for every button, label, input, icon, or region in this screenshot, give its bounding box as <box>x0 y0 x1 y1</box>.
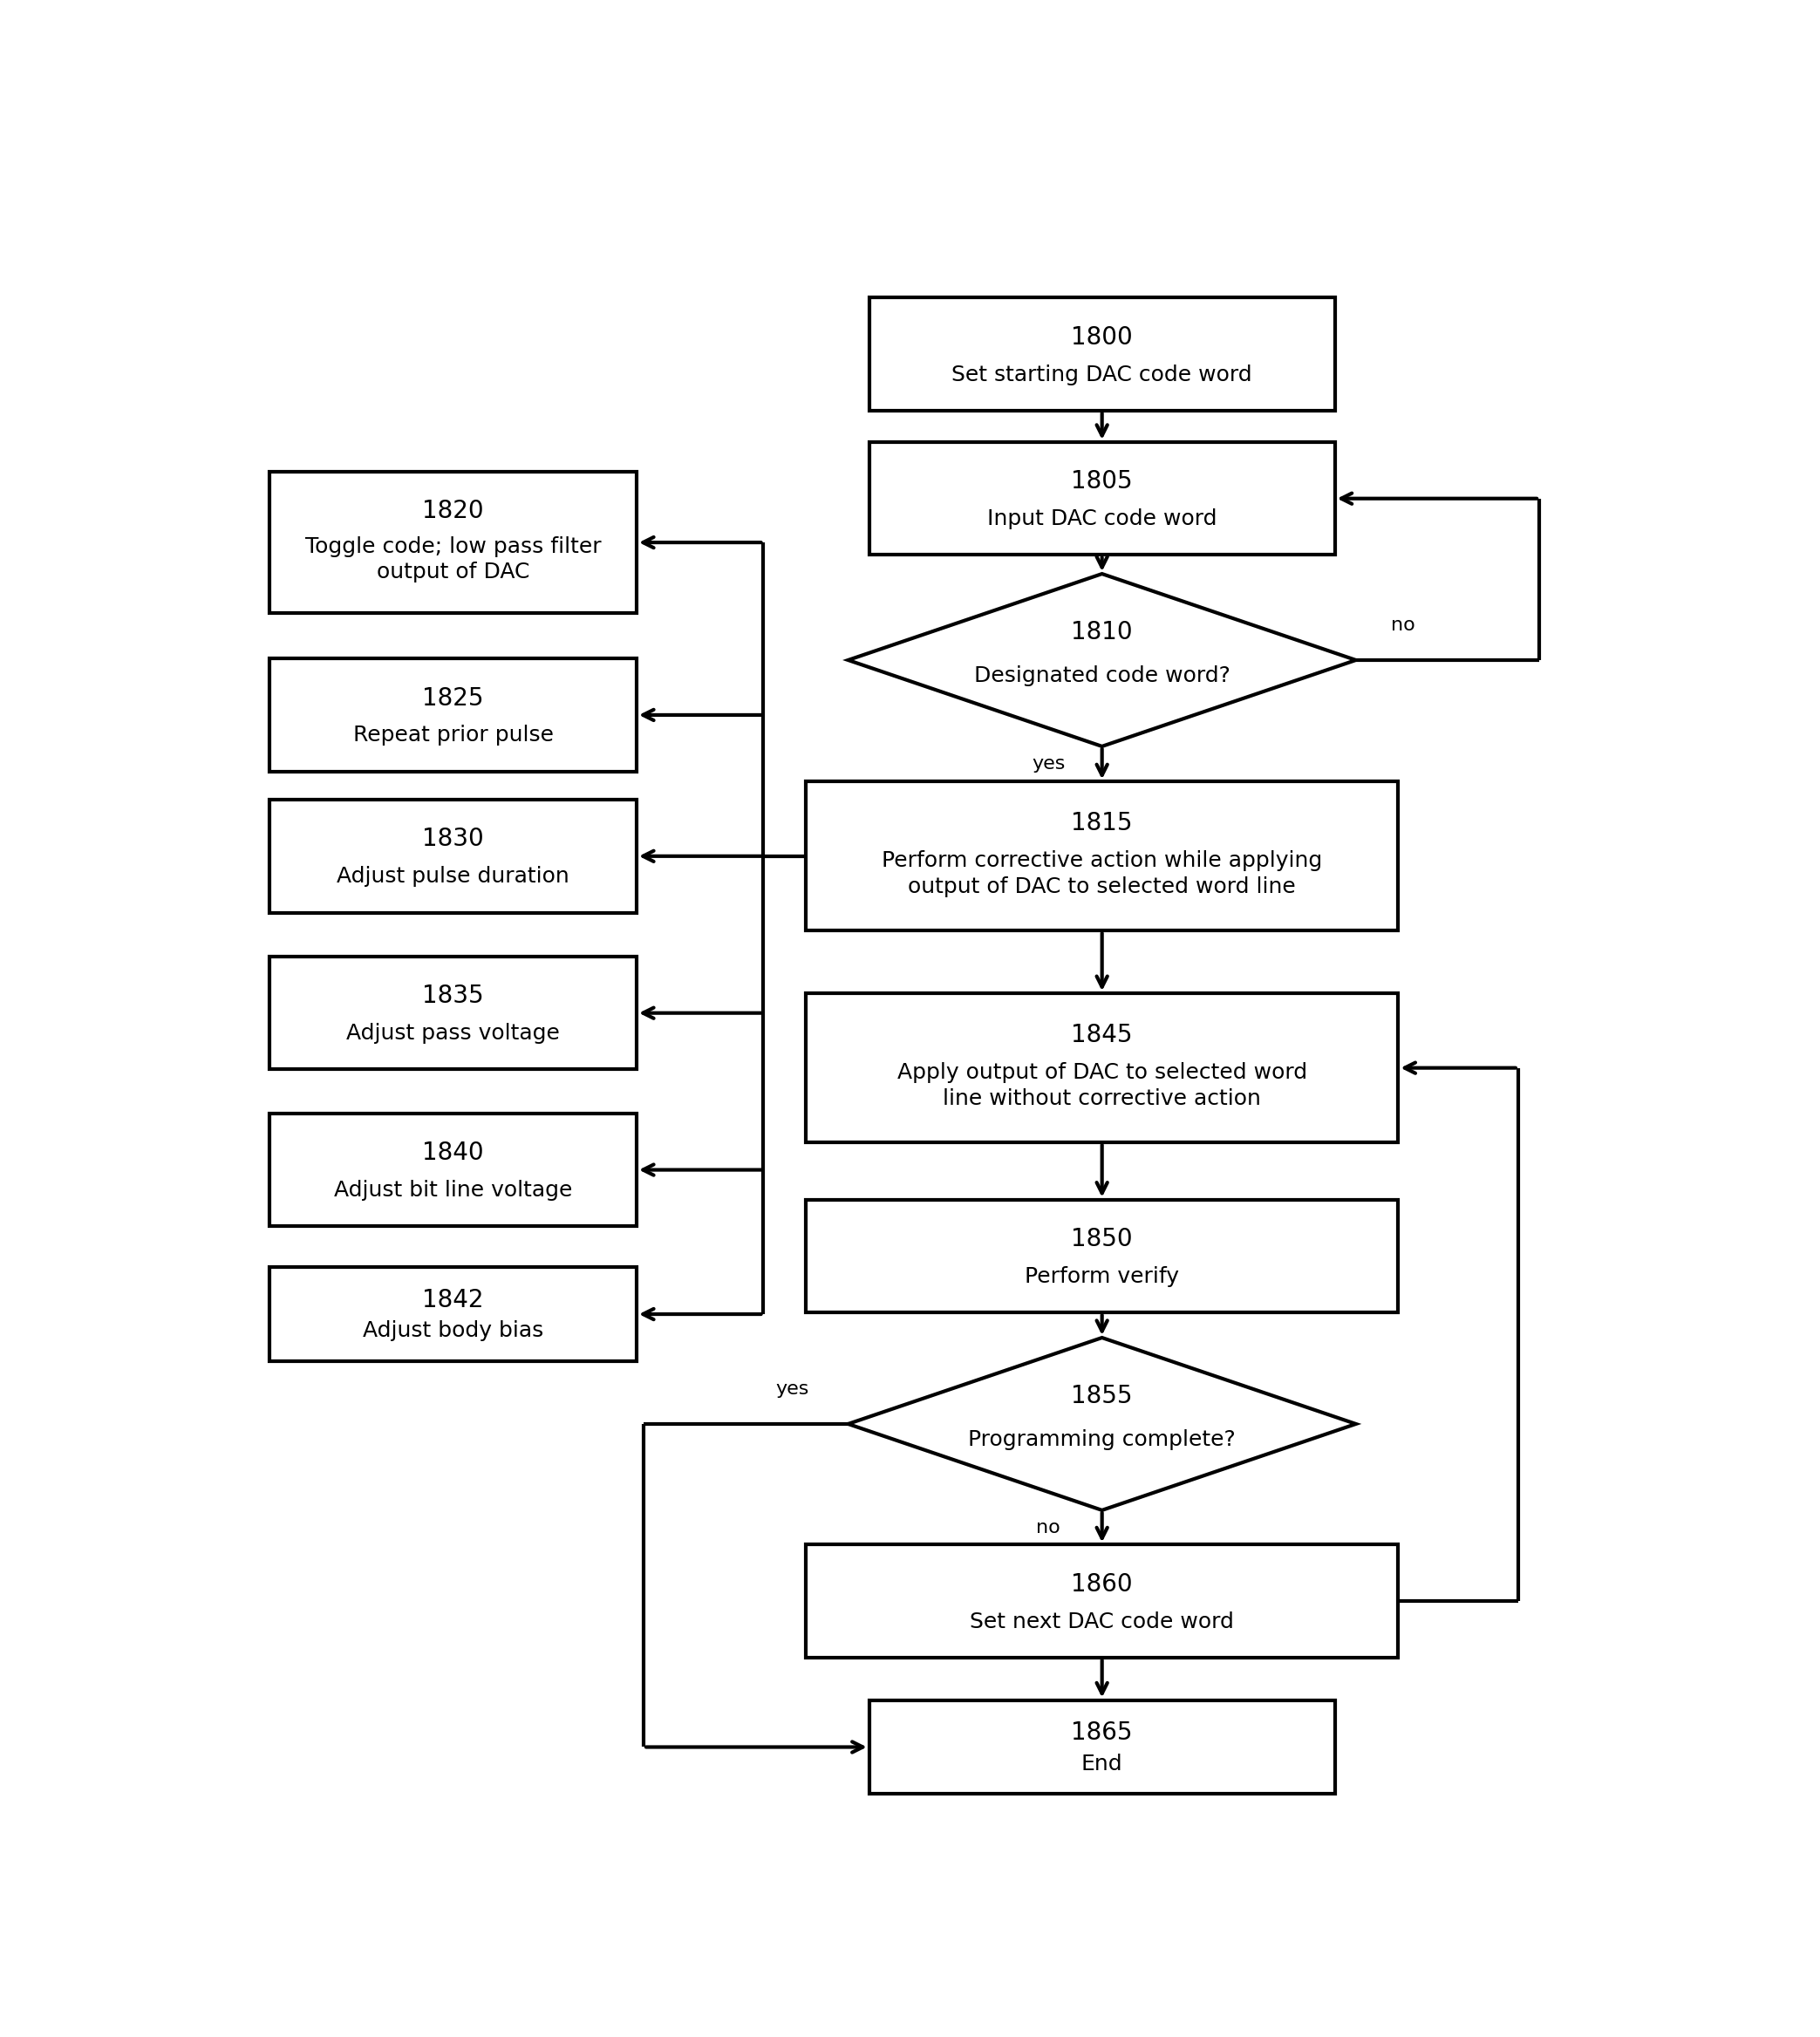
Polygon shape <box>848 1338 1356 1509</box>
Bar <box>870 1701 1334 1795</box>
Text: Apply output of DAC to selected word
line without corrective action: Apply output of DAC to selected word lin… <box>897 1063 1307 1110</box>
Text: Repeat prior pulse: Repeat prior pulse <box>353 725 553 746</box>
Text: Toggle code; low pass filter
output of DAC: Toggle code; low pass filter output of D… <box>306 536 601 583</box>
Text: 1810: 1810 <box>1072 621 1132 644</box>
Text: Programming complete?: Programming complete? <box>968 1430 1236 1450</box>
Bar <box>269 473 637 613</box>
Text: Adjust bit line voltage: Adjust bit line voltage <box>335 1179 571 1200</box>
Text: Designated code word?: Designated code word? <box>974 666 1230 686</box>
Text: no: no <box>1036 1520 1061 1536</box>
Text: Adjust body bias: Adjust body bias <box>362 1320 544 1342</box>
Text: 1840: 1840 <box>422 1141 484 1165</box>
Text: 1825: 1825 <box>422 686 484 711</box>
Text: 1860: 1860 <box>1072 1573 1132 1597</box>
Bar <box>806 1200 1398 1312</box>
Bar <box>269 1114 637 1226</box>
Bar <box>269 1267 637 1361</box>
Text: Input DAC code word: Input DAC code word <box>986 509 1218 530</box>
Text: 1815: 1815 <box>1072 811 1132 835</box>
Bar <box>870 442 1334 554</box>
Bar <box>269 957 637 1069</box>
Bar <box>806 994 1398 1143</box>
Text: 1855: 1855 <box>1072 1383 1132 1408</box>
Text: Adjust pulse duration: Adjust pulse duration <box>337 866 570 886</box>
Text: 1865: 1865 <box>1072 1721 1132 1746</box>
Bar <box>806 1544 1398 1658</box>
Text: Set next DAC code word: Set next DAC code word <box>970 1611 1234 1632</box>
Bar <box>870 297 1334 411</box>
Text: 1820: 1820 <box>422 499 484 524</box>
Text: End: End <box>1081 1754 1123 1774</box>
Text: 1830: 1830 <box>422 827 484 851</box>
Bar <box>806 782 1398 931</box>
Bar <box>269 658 637 772</box>
Text: no: no <box>1390 617 1416 634</box>
Polygon shape <box>848 574 1356 746</box>
Text: 1842: 1842 <box>422 1287 484 1312</box>
Text: Set starting DAC code word: Set starting DAC code word <box>952 365 1252 385</box>
Text: 1805: 1805 <box>1072 469 1132 493</box>
Text: Perform corrective action while applying
output of DAC to selected word line: Perform corrective action while applying… <box>881 851 1323 898</box>
Text: 1850: 1850 <box>1072 1226 1132 1251</box>
Text: yes: yes <box>775 1381 808 1397</box>
Text: Perform verify: Perform verify <box>1025 1265 1179 1287</box>
Text: 1845: 1845 <box>1072 1023 1132 1047</box>
Text: Adjust pass voltage: Adjust pass voltage <box>346 1023 561 1043</box>
Text: 1835: 1835 <box>422 984 484 1008</box>
Text: 1800: 1800 <box>1072 326 1132 350</box>
Bar <box>269 801 637 913</box>
Text: yes: yes <box>1032 756 1065 772</box>
